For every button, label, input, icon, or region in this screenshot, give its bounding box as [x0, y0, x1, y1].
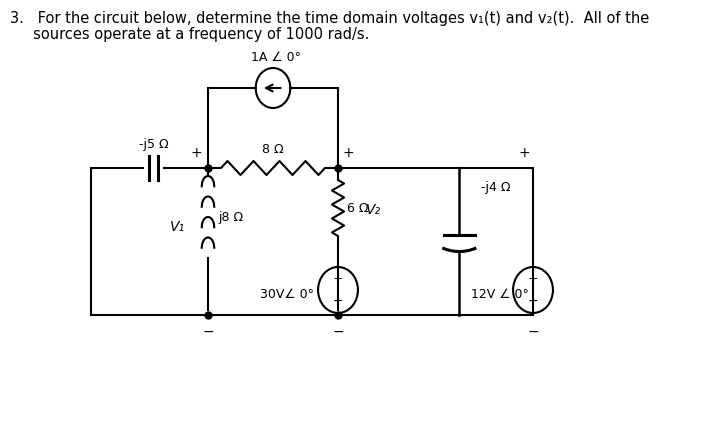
Text: 12V ∠ 0°: 12V ∠ 0°	[471, 288, 529, 301]
Text: -j4 Ω: -j4 Ω	[481, 181, 511, 194]
Text: sources operate at a frequency of 1000 rad/s.: sources operate at a frequency of 1000 r…	[11, 27, 370, 42]
Text: +: +	[528, 272, 538, 285]
Text: +: +	[190, 146, 201, 160]
Text: +: +	[342, 146, 354, 160]
Text: +: +	[333, 272, 343, 285]
Text: 3.   For the circuit below, determine the time domain voltages v₁(t) and v₂(t). : 3. For the circuit below, determine the …	[11, 11, 650, 26]
Text: −: −	[202, 325, 213, 339]
Text: j8 Ω: j8 Ω	[218, 210, 243, 223]
Text: -j5 Ω: -j5 Ω	[139, 138, 169, 151]
Text: −: −	[528, 294, 538, 307]
Text: +: +	[518, 146, 531, 160]
Text: −: −	[527, 325, 539, 339]
Text: V₁: V₁	[170, 220, 185, 234]
Text: −: −	[333, 294, 343, 307]
Text: 8 Ω: 8 Ω	[262, 143, 283, 156]
Text: −: −	[332, 325, 344, 339]
Text: V₂: V₂	[366, 204, 381, 217]
Text: 6 Ω: 6 Ω	[347, 201, 368, 214]
Text: 1A ∠ 0°: 1A ∠ 0°	[251, 51, 301, 64]
Text: 30V∠ 0°: 30V∠ 0°	[260, 288, 313, 301]
